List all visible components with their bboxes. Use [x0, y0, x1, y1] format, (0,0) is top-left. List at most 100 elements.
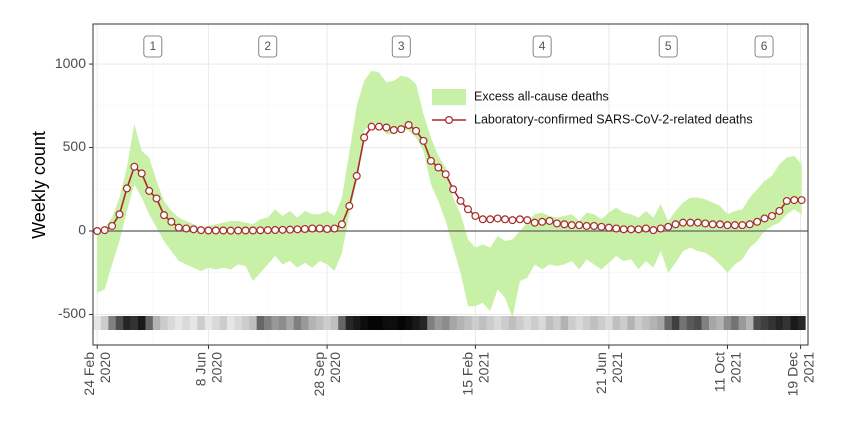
- confirmed-point: [679, 218, 688, 227]
- confirmed-point: [226, 226, 235, 235]
- confirmed-point: [486, 215, 495, 224]
- intensity-cell: [249, 316, 257, 330]
- intensity-cell: [330, 316, 339, 330]
- intensity-cell: [442, 316, 450, 330]
- confirmed-point: [560, 220, 569, 229]
- intensity-cell: [212, 316, 220, 330]
- period-label: 4: [539, 39, 546, 53]
- confirmed-point: [315, 224, 324, 233]
- intensity-cell: [241, 316, 250, 330]
- confirmed-point: [590, 221, 599, 230]
- confirmed-point: [115, 210, 124, 219]
- confirmed-point: [649, 226, 658, 235]
- intensity-cell: [367, 316, 376, 330]
- intensity-cell: [382, 316, 391, 330]
- confirmed-point: [567, 221, 576, 230]
- confirmed-point: [419, 136, 428, 145]
- intensity-cell: [145, 316, 154, 330]
- legend-point: [445, 115, 454, 124]
- intensity-cell: [204, 316, 213, 330]
- intensity-cell: [397, 316, 406, 330]
- x-tick-label: 24 Feb2020: [81, 352, 113, 396]
- confirmed-point: [471, 211, 480, 220]
- intensity-cell: [679, 316, 688, 330]
- intensity-cell: [278, 316, 287, 330]
- confirmed-point: [323, 224, 332, 233]
- intensity-cell: [286, 316, 295, 330]
- intensity-cell: [375, 316, 384, 330]
- confirmed-point: [463, 205, 472, 214]
- intensity-cell: [783, 316, 791, 330]
- intensity-cell: [315, 316, 324, 330]
- intensity-cell: [627, 316, 636, 330]
- intensity-cell: [605, 316, 613, 330]
- intensity-cell: [130, 316, 139, 330]
- confirmed-point: [122, 184, 131, 193]
- confirmed-point: [426, 156, 435, 165]
- intensity-cell: [93, 316, 102, 330]
- confirmed-point: [345, 201, 354, 210]
- confirmed-point: [530, 218, 539, 227]
- period-box: [754, 35, 774, 58]
- intensity-cell: [582, 316, 591, 330]
- confirmed-point: [701, 219, 710, 228]
- confirmed-point: [552, 219, 561, 228]
- x-tick-label: 19 Dec2021: [785, 352, 817, 397]
- x-tick-label: 28 Sep2020: [311, 352, 343, 397]
- confirmed-point: [656, 224, 665, 233]
- confirmed-point: [612, 224, 621, 233]
- intensity-cell: [523, 316, 532, 330]
- period-label: 1: [150, 39, 157, 53]
- intensity-cell: [486, 316, 495, 330]
- confirmed-point: [575, 221, 584, 230]
- intensity-cell: [427, 316, 435, 330]
- intensity-cell: [108, 316, 117, 330]
- confirmed-point: [478, 215, 487, 224]
- confirmed-point: [293, 225, 302, 234]
- confirmed-point: [693, 218, 702, 227]
- intensity-cell: [775, 316, 784, 330]
- confirmed-point: [456, 196, 465, 205]
- x-tick-label: 21 Jun2021: [593, 352, 625, 394]
- intensity-cell: [100, 316, 109, 330]
- intensity-cell: [553, 316, 561, 330]
- confirmed-point: [108, 221, 117, 230]
- confirmed-point: [723, 221, 732, 230]
- intensity-cell: [612, 316, 621, 330]
- intensity-cell: [657, 316, 665, 330]
- legend-swatch: [432, 89, 466, 105]
- confirmed-point: [745, 220, 754, 229]
- confirmed-point: [360, 133, 369, 142]
- confirmed-point: [441, 170, 450, 179]
- confirmed-point: [211, 226, 220, 235]
- y-tick-label: 0: [78, 222, 86, 238]
- confirmed-point: [582, 221, 591, 230]
- intensity-cell: [471, 316, 480, 330]
- confirmed-point: [434, 163, 443, 172]
- confirmed-point: [256, 226, 265, 235]
- intensity-cell: [516, 316, 524, 330]
- intensity-cell: [160, 316, 168, 330]
- intensity-cell: [182, 316, 191, 330]
- intensity-cell: [664, 316, 673, 330]
- confirmed-point: [515, 215, 524, 224]
- confirmed-point: [286, 225, 295, 234]
- confirmed-point: [145, 186, 154, 195]
- confirmed-point: [671, 220, 680, 229]
- confirmed-point: [664, 222, 673, 231]
- legend-label: Excess all-cause deaths: [474, 89, 609, 103]
- legend-label: Laboratory-confirmed SARS-CoV-2-related …: [474, 112, 753, 126]
- intensity-cell: [434, 316, 443, 330]
- confirmed-point: [300, 224, 309, 233]
- confirmed-point: [137, 169, 146, 178]
- intensity-cell: [479, 316, 487, 330]
- intensity-cell: [575, 316, 584, 330]
- confirmed-point: [604, 223, 613, 232]
- intensity-cell: [597, 316, 606, 330]
- confirmed-point: [782, 196, 791, 205]
- intensity-cell: [738, 316, 747, 330]
- x-tick-label: 15 Feb2021: [459, 352, 491, 396]
- confirmed-point: [449, 185, 458, 194]
- intensity-cell: [412, 316, 421, 330]
